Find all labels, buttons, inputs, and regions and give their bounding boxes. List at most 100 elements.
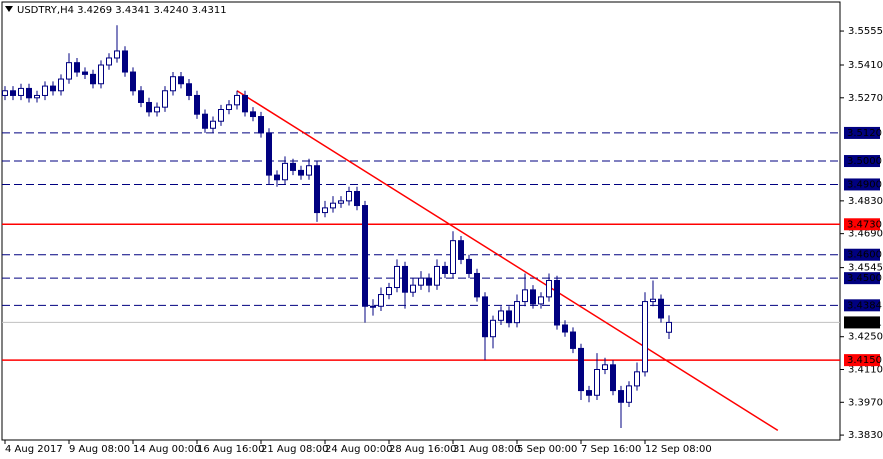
candle-body	[74, 62, 80, 73]
candle-body	[514, 301, 520, 324]
candle-body	[282, 162, 288, 181]
y-tick-label: 3.5555	[848, 26, 883, 37]
price-box	[844, 299, 880, 312]
candle-body	[98, 64, 104, 85]
candle-body	[394, 265, 400, 289]
price-box-label: 3.5000	[847, 156, 882, 167]
y-tick-label: 3.4250	[848, 332, 883, 343]
candle-body	[658, 298, 664, 319]
price-box-label: 3.4311	[847, 317, 882, 328]
x-tick-label: 9 Aug 08:00	[69, 444, 130, 455]
price-box-label: 3.5120	[847, 128, 882, 139]
candle-body	[554, 279, 560, 326]
candle-body	[626, 385, 632, 403]
candle-body	[634, 371, 640, 387]
candle-body	[106, 57, 112, 66]
candle-body	[594, 368, 600, 396]
candle-body	[226, 104, 232, 111]
candle-body	[442, 265, 448, 274]
candle-body	[50, 85, 56, 92]
candle-body	[154, 106, 160, 113]
plot-frame	[1, 1, 841, 441]
candle-body	[610, 364, 616, 392]
candle-body	[642, 301, 648, 373]
candle-body	[602, 364, 608, 370]
candle-body	[34, 94, 40, 99]
candle-body	[338, 200, 344, 204]
candle-body	[178, 76, 184, 85]
y-tick-label: 3.4110	[848, 364, 883, 375]
price-box-label: 3.4600	[847, 250, 882, 261]
x-tick-label: 5 Sep 00:00	[517, 444, 577, 455]
price-box	[844, 218, 880, 231]
candle-body	[90, 73, 96, 85]
candle-body	[418, 277, 424, 286]
candle-body	[186, 83, 192, 96]
candle-body	[578, 347, 584, 392]
x-tick-label: 7 Sep 16:00	[581, 444, 641, 455]
candle-body	[162, 90, 168, 108]
candle-body	[298, 169, 304, 176]
price-box	[844, 126, 880, 139]
candle-body	[570, 331, 576, 349]
candle-body	[530, 289, 536, 305]
candle-body	[202, 113, 208, 129]
candle-body	[2, 90, 8, 96]
x-tick-label: 16 Aug 16:00	[197, 444, 264, 455]
candle-body	[234, 94, 240, 106]
candle-body	[322, 207, 328, 214]
candle-body	[450, 240, 456, 274]
y-tick-label: 3.3970	[848, 397, 883, 408]
price-box	[844, 248, 880, 261]
candle-body	[650, 298, 656, 303]
candle-body	[266, 132, 272, 176]
candle-body	[370, 305, 376, 308]
candle-body	[498, 310, 504, 321]
x-tick-label: 12 Sep 08:00	[645, 444, 712, 455]
candle-body	[586, 390, 592, 396]
y-tick-label: 3.4690	[848, 229, 883, 240]
candle-body	[314, 165, 320, 214]
candle-body	[426, 277, 432, 286]
candle-body	[146, 101, 152, 113]
y-tick-label: 3.3830	[848, 430, 883, 441]
price-box	[844, 316, 880, 329]
candle-body	[66, 62, 72, 80]
candle-body	[306, 165, 312, 176]
x-tick-label: 14 Aug 00:00	[133, 444, 200, 455]
candle-body	[538, 296, 544, 305]
candle-body	[122, 50, 128, 73]
menu-arrow	[5, 6, 13, 12]
candle-body	[466, 258, 472, 274]
x-tick-label: 21 Aug 08:00	[261, 444, 328, 455]
candle-body	[482, 296, 488, 338]
candle-body	[330, 202, 336, 209]
chart-title: USDTRY,H4 3.4269 3.4341 3.4240 3.4311	[17, 5, 227, 16]
candle-body	[114, 50, 120, 59]
candle-body	[26, 87, 32, 99]
price-box-label: 3.4150	[847, 355, 882, 366]
candle-body	[130, 71, 136, 92]
price-box-label: 3.4384	[847, 300, 882, 311]
candle-body	[410, 284, 416, 293]
y-tick-label: 3.4545	[848, 263, 883, 274]
candle-body	[170, 76, 176, 92]
price-box-label: 3.4900	[847, 179, 882, 190]
candle-body	[194, 94, 200, 115]
price-box	[844, 155, 880, 168]
candle-body	[434, 265, 440, 286]
x-tick-label: 24 Aug 00:00	[325, 444, 392, 455]
candle-body	[490, 319, 496, 338]
candle-body	[386, 287, 392, 296]
candle-body	[522, 289, 528, 303]
candle-body	[138, 90, 144, 103]
candle-body	[378, 294, 384, 307]
candle-body	[258, 116, 264, 134]
x-tick-label: 28 Aug 16:00	[389, 444, 456, 455]
candle-body	[58, 78, 64, 92]
candle-body	[242, 94, 248, 113]
candle-body	[458, 240, 464, 260]
y-tick-label: 3.4830	[848, 196, 883, 207]
price-box	[844, 272, 880, 285]
